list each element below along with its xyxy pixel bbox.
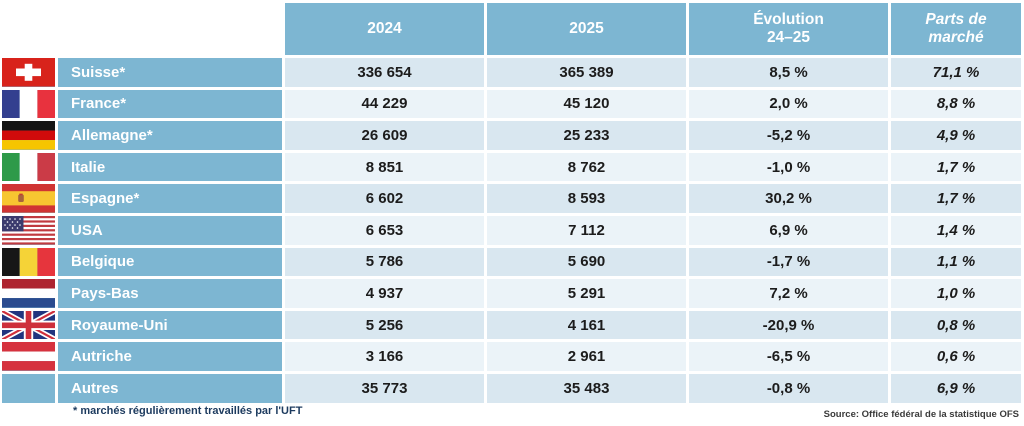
value-2024-autriche: 3 166 bbox=[285, 342, 484, 371]
value-2025-royaume-uni: 4 161 bbox=[487, 310, 686, 340]
country-cell-france: France* bbox=[58, 89, 282, 119]
value-2025-usa: 7 112 bbox=[487, 215, 686, 245]
market-share-belgique: 1,1 % bbox=[891, 247, 1021, 277]
flag-cell-belgique bbox=[2, 247, 55, 277]
evolution-pays-bas: 7,2 % bbox=[689, 279, 888, 308]
country-cell-belgique: Belgique bbox=[58, 247, 282, 277]
country-cell-autres: Autres bbox=[58, 373, 282, 403]
market-share-autres: 6,9 % bbox=[891, 373, 1021, 403]
market-share-espagne: 1,7 % bbox=[891, 184, 1021, 213]
italy-flag-icon bbox=[2, 152, 55, 182]
column-header-2024-label: 2024 bbox=[367, 19, 402, 37]
flag-cell-pays-bas bbox=[2, 279, 55, 308]
flag-cell-usa bbox=[2, 215, 55, 245]
country-cell-allemagne: Allemagne* bbox=[58, 121, 282, 150]
austria-flag-icon bbox=[2, 342, 55, 371]
value-2024-autres: 35 773 bbox=[285, 373, 484, 403]
market-share-france: 8,8 % bbox=[891, 89, 1021, 119]
value-2025-italie: 8 762 bbox=[487, 152, 686, 182]
france-flag-icon bbox=[2, 89, 55, 119]
country-cell-royaume-uni: Royaume-Uni bbox=[58, 310, 282, 340]
flag-cell-allemagne bbox=[2, 121, 55, 150]
column-header-2025: 2025 bbox=[487, 3, 686, 55]
evolution-royaume-uni: -20,9 % bbox=[689, 310, 888, 340]
value-2025-belgique: 5 690 bbox=[487, 247, 686, 277]
value-2024-belgique: 5 786 bbox=[285, 247, 484, 277]
country-cell-pays-bas: Pays-Bas bbox=[58, 279, 282, 308]
market-share-pays-bas: 1,0 % bbox=[891, 279, 1021, 308]
column-header-market-share: Parts de marché bbox=[891, 3, 1021, 55]
footnote-asterisk: * marchés régulièrement travaillés par l… bbox=[73, 405, 303, 417]
column-header-2025-label: 2025 bbox=[569, 19, 604, 37]
value-2025-suisse: 365 389 bbox=[487, 58, 686, 87]
germany-flag-icon bbox=[2, 121, 55, 150]
value-2024-usa: 6 653 bbox=[285, 215, 484, 245]
market-share-autriche: 0,6 % bbox=[891, 342, 1021, 371]
evolution-autres: -0,8 % bbox=[689, 373, 888, 403]
table-corner-blank bbox=[2, 3, 282, 55]
switzerland-flag-icon bbox=[2, 58, 55, 87]
flag-cell-royaume-uni bbox=[2, 310, 55, 340]
evolution-italie: -1,0 % bbox=[689, 152, 888, 182]
usa-flag-icon bbox=[2, 215, 55, 245]
column-header-market-share-line2: marché bbox=[928, 29, 984, 46]
value-2025-allemagne: 25 233 bbox=[487, 121, 686, 150]
country-cell-usa: USA bbox=[58, 215, 282, 245]
evolution-allemagne: -5,2 % bbox=[689, 121, 888, 150]
value-2024-espagne: 6 602 bbox=[285, 184, 484, 213]
market-table: 2024 2025 Évolution 24–25 Parts de march… bbox=[2, 3, 1021, 403]
market-share-italie: 1,7 % bbox=[891, 152, 1021, 182]
value-2025-espagne: 8 593 bbox=[487, 184, 686, 213]
evolution-suisse: 8,5 % bbox=[689, 58, 888, 87]
value-2025-pays-bas: 5 291 bbox=[487, 279, 686, 308]
value-2024-france: 44 229 bbox=[285, 89, 484, 119]
market-share-suisse: 71,1 % bbox=[891, 58, 1021, 87]
market-share-usa: 1,4 % bbox=[891, 215, 1021, 245]
value-2024-pays-bas: 4 937 bbox=[285, 279, 484, 308]
flag-cell-autriche bbox=[2, 342, 55, 371]
value-2025-france: 45 120 bbox=[487, 89, 686, 119]
country-cell-suisse: Suisse* bbox=[58, 58, 282, 87]
flag-cell-italie bbox=[2, 152, 55, 182]
flag-cell-suisse bbox=[2, 58, 55, 87]
market-share-allemagne: 4,9 % bbox=[891, 121, 1021, 150]
evolution-usa: 6,9 % bbox=[689, 215, 888, 245]
spain-flag-icon bbox=[2, 184, 55, 213]
country-cell-espagne: Espagne* bbox=[58, 184, 282, 213]
value-2025-autriche: 2 961 bbox=[487, 342, 686, 371]
netherlands-flag-icon bbox=[2, 279, 55, 308]
united-kingdom-flag-icon bbox=[2, 310, 55, 340]
column-header-evolution: Évolution 24–25 bbox=[689, 3, 888, 55]
flag-cell-france bbox=[2, 89, 55, 119]
belgium-flag-icon bbox=[2, 247, 55, 277]
evolution-autriche: -6,5 % bbox=[689, 342, 888, 371]
country-cell-italie: Italie bbox=[58, 152, 282, 182]
flag-cell-autres-empty bbox=[2, 373, 55, 403]
column-header-evolution-line2: 24–25 bbox=[766, 29, 811, 46]
market-share-royaume-uni: 0,8 % bbox=[891, 310, 1021, 340]
value-2025-autres: 35 483 bbox=[487, 373, 686, 403]
source-note: Source: Office fédéral de la statistique… bbox=[823, 409, 1019, 420]
evolution-france: 2,0 % bbox=[689, 89, 888, 119]
country-cell-autriche: Autriche bbox=[58, 342, 282, 371]
value-2024-royaume-uni: 5 256 bbox=[285, 310, 484, 340]
flag-cell-espagne bbox=[2, 184, 55, 213]
column-header-2024: 2024 bbox=[285, 3, 484, 55]
column-header-evolution-line1: Évolution bbox=[753, 10, 824, 28]
value-2024-italie: 8 851 bbox=[285, 152, 484, 182]
evolution-espagne: 30,2 % bbox=[689, 184, 888, 213]
column-header-market-share-line1: Parts de bbox=[925, 10, 987, 28]
value-2024-allemagne: 26 609 bbox=[285, 121, 484, 150]
value-2024-suisse: 336 654 bbox=[285, 58, 484, 87]
evolution-belgique: -1,7 % bbox=[689, 247, 888, 277]
